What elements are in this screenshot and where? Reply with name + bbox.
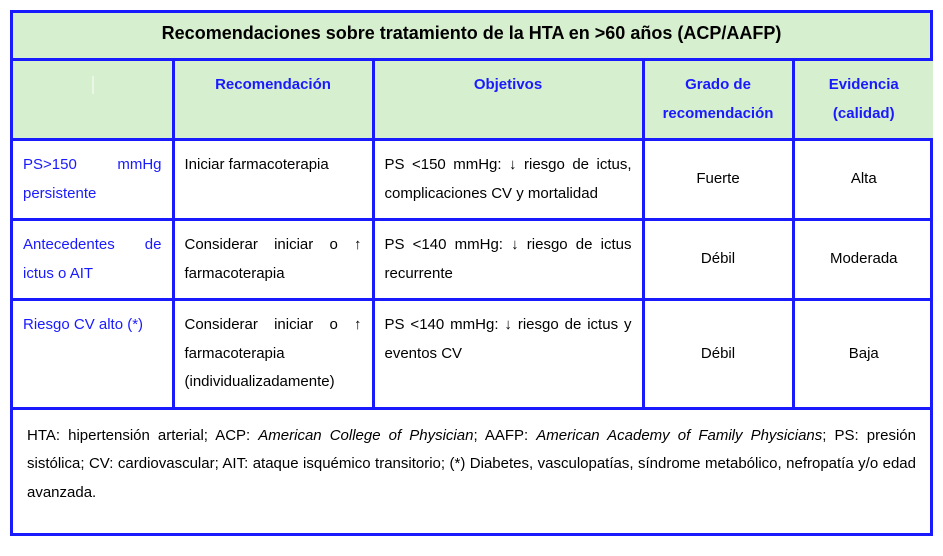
row-label: Antecedentes de ictus o AIT <box>13 220 173 300</box>
cell-evidencia: Alta <box>793 140 933 220</box>
cell-recomendacion: Considerar iniciar o ↑ farmacoterapia <box>173 220 373 300</box>
row-label: Riesgo CV alto (*) <box>13 300 173 409</box>
col-header-grado: Grado de recomendación <box>643 61 793 140</box>
cell-grado: Débil <box>643 220 793 300</box>
cell-evidencia: Moderada <box>793 220 933 300</box>
table-title: Recomendaciones sobre tratamiento de la … <box>13 13 930 61</box>
footer-text: ; AAFP: <box>473 427 536 444</box>
footer-text: HTA: hipertensión arterial; ACP: <box>27 427 258 444</box>
cell-recomendacion: Considerar iniciar o ↑ farmacoterapia (i… <box>173 300 373 409</box>
col-header-recomendacion: Recomendación <box>173 61 373 140</box>
cell-objetivos: PS <140 mmHg: ↓ riesgo de ictus recurren… <box>373 220 643 300</box>
header-row: Recomendación Objetivos Grado de recomen… <box>13 61 933 140</box>
table-row: Antecedentes de ictus o AIT Considerar i… <box>13 220 933 300</box>
row-label: PS>150 mmHg persistente <box>13 140 173 220</box>
col-header-empty <box>13 61 173 140</box>
cell-objetivos: PS <150 mmHg: ↓ riesgo de ictus, complic… <box>373 140 643 220</box>
table-row: PS>150 mmHg persistente Iniciar farmacot… <box>13 140 933 220</box>
main-table: Recomendación Objetivos Grado de recomen… <box>13 61 933 410</box>
cell-recomendacion: Iniciar farmacoterapia <box>173 140 373 220</box>
col-header-objetivos: Objetivos <box>373 61 643 140</box>
cell-grado: Débil <box>643 300 793 409</box>
footer-italic: American College of Physician <box>258 427 473 444</box>
cell-evidencia: Baja <box>793 300 933 409</box>
recommendations-table: Recomendaciones sobre tratamiento de la … <box>10 10 933 536</box>
footer-legend: HTA: hipertensión arterial; ACP: America… <box>13 410 930 534</box>
footer-italic: American Academy of Family Physicians <box>536 427 822 444</box>
table-row: Riesgo CV alto (*) Considerar iniciar o … <box>13 300 933 409</box>
cell-grado: Fuerte <box>643 140 793 220</box>
col-header-evidencia: Evidencia (calidad) <box>793 61 933 140</box>
cell-objetivos: PS <140 mmHg: ↓ riesgo de ictus y evento… <box>373 300 643 409</box>
